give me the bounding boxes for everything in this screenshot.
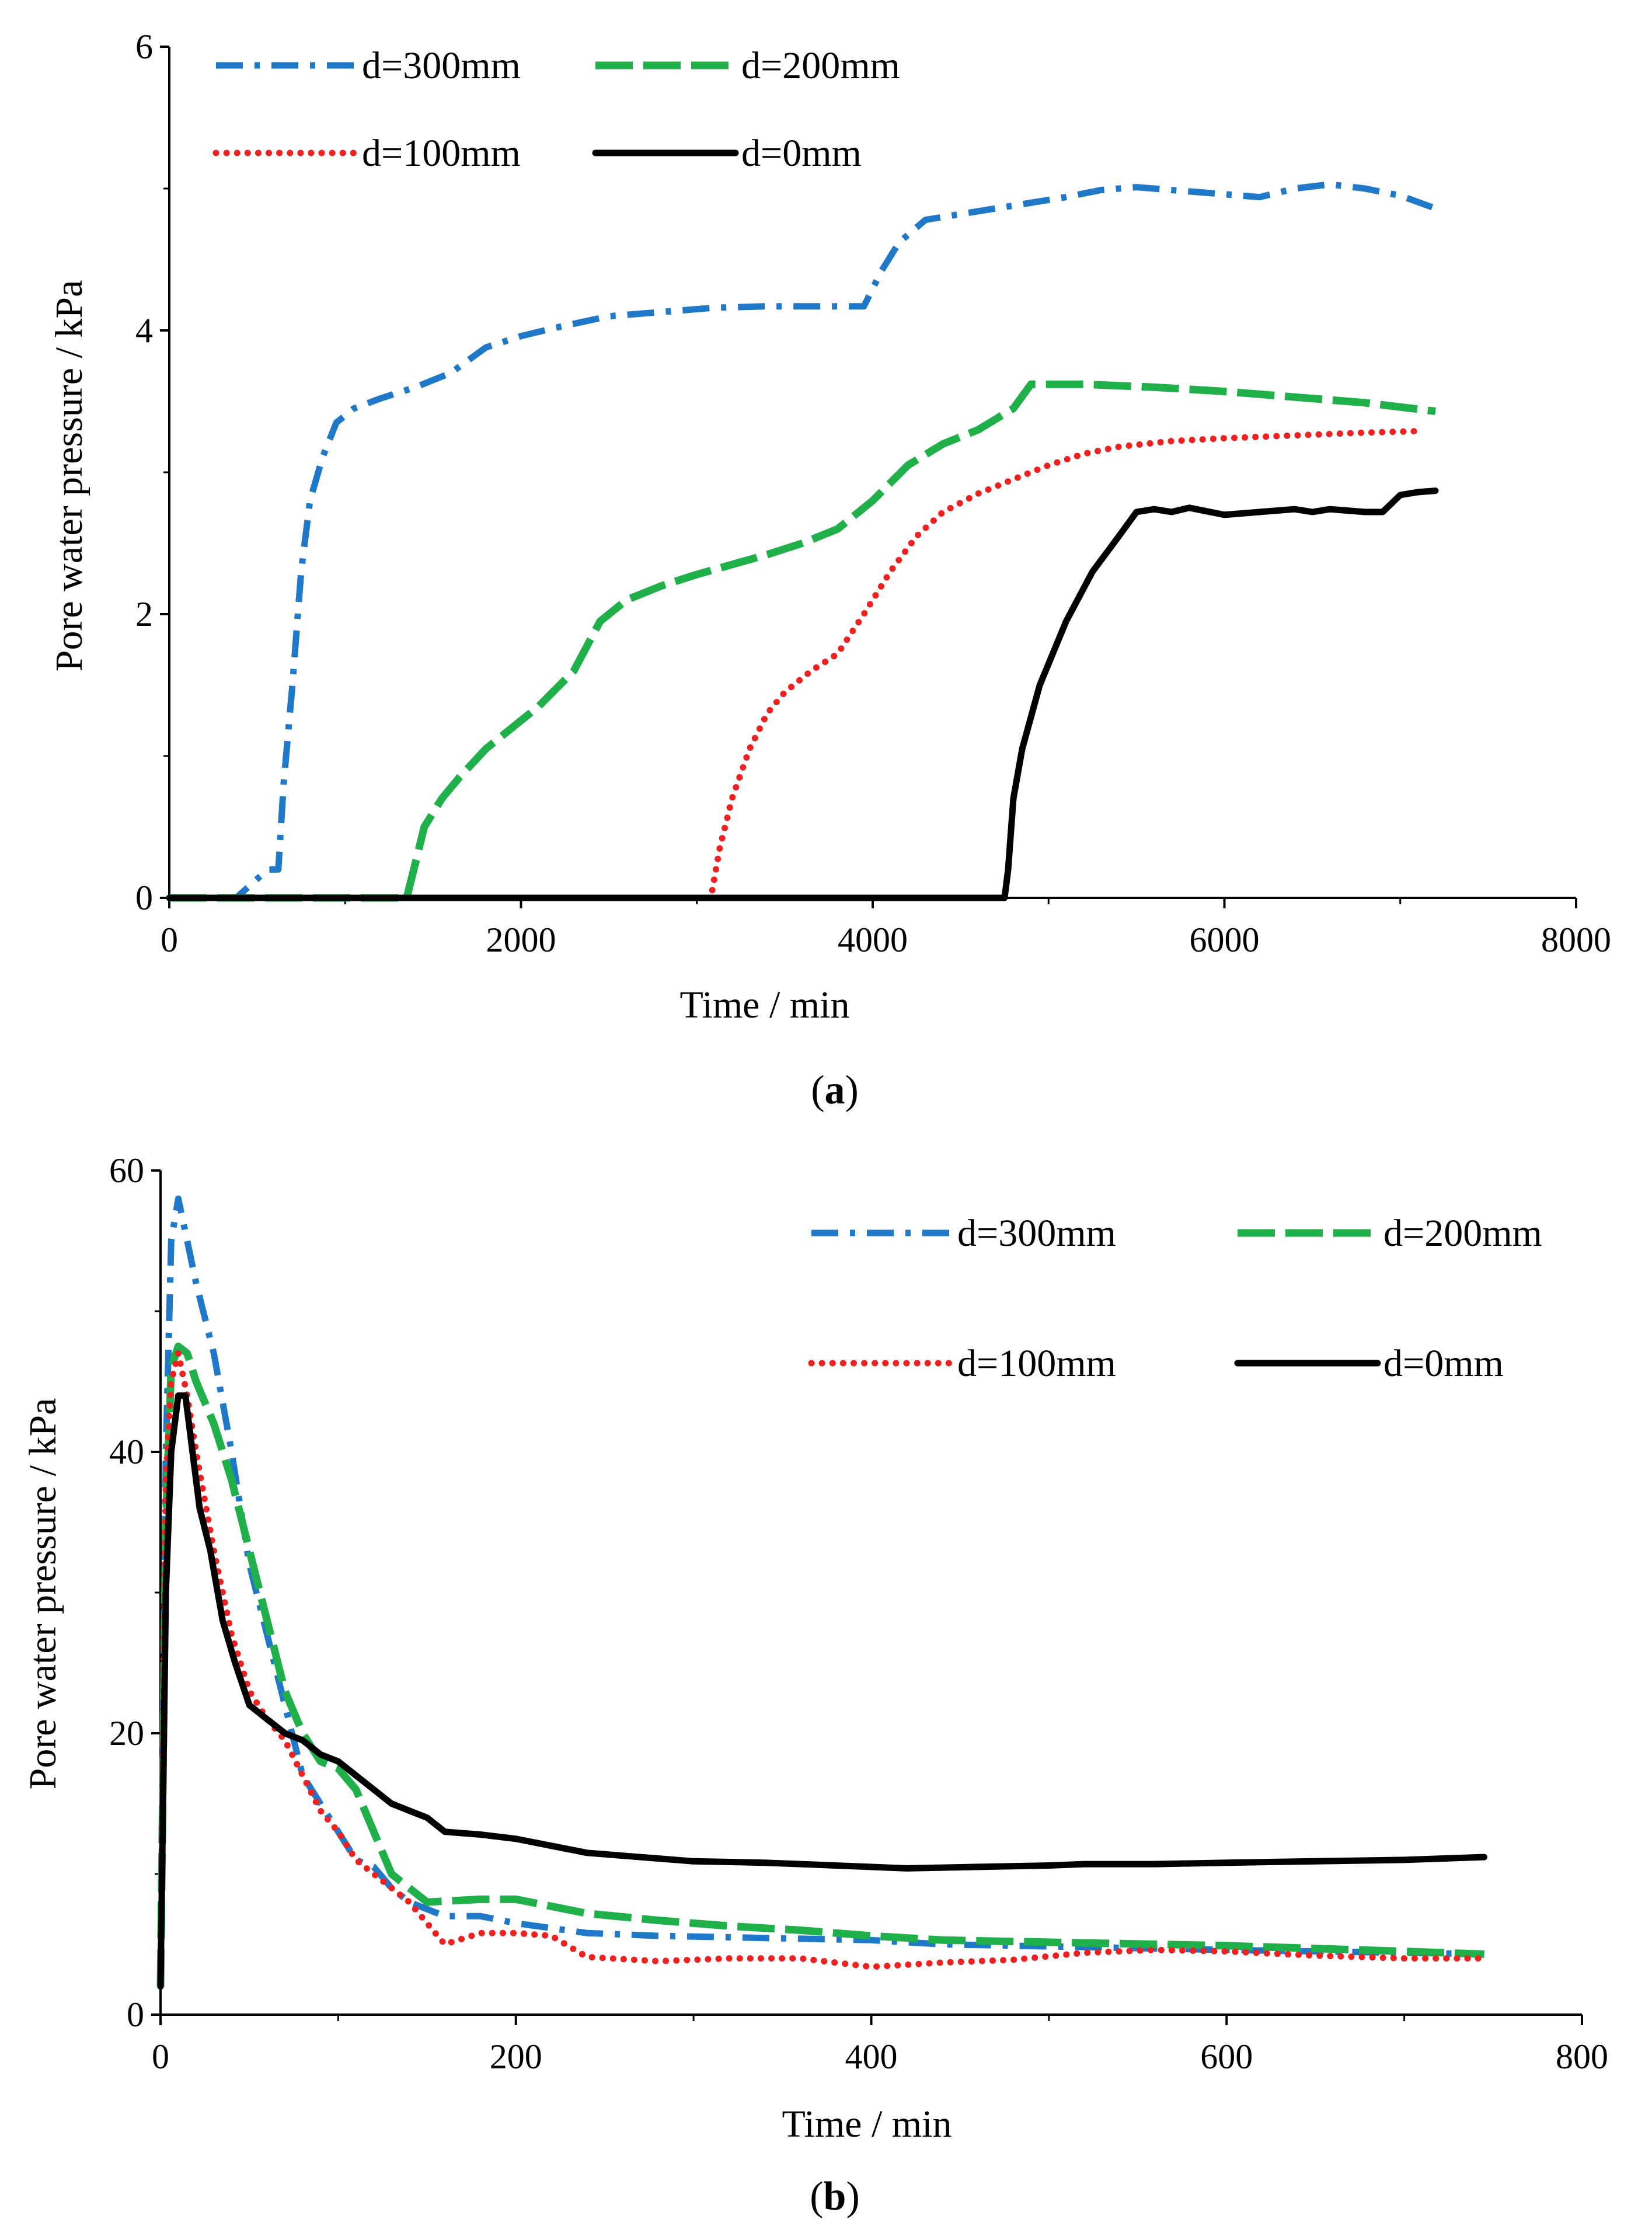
panel-b-legend: d=300mm d=200mm d=100mm d=0mm (808, 1212, 1542, 1385)
panel-b-legend-label: d=200mm (1383, 1212, 1542, 1255)
panel-a-x-tick-label: 2000 (486, 921, 556, 959)
panel-a-axes: 0 2 4 6 0 2000 4000 6000 8000 (135, 27, 1611, 959)
panel-a-y-tick-label: 6 (135, 27, 153, 66)
panel-b-y-tick-label: 40 (109, 1433, 144, 1471)
panel-a-legend-label: d=100mm (362, 132, 521, 175)
panel-b-x-tick-label: 400 (845, 2037, 898, 2076)
panel-a-series-d0mm (166, 487, 1439, 901)
panel-a-xlabel: Time / min (680, 984, 850, 1026)
panel-b-y-tick-label: 60 (109, 1151, 144, 1190)
panel-a-series-d200mm (169, 380, 1436, 902)
panel-b-xlabel: Time / min (782, 2103, 952, 2145)
panel-a-caption: (a) (811, 1068, 859, 1113)
panel-b-caption-letter: b (824, 2174, 846, 2219)
panel-a-legend: d=300mm d=200mm d=100mm d=0mm (212, 44, 900, 175)
panel-b-x-tick-label: 600 (1200, 2037, 1253, 2076)
panel-a-series-d100mm (166, 428, 1421, 901)
chart-panel-a: 0 2 4 6 0 2000 4000 6000 8000 d=300mm d=200mm d=10… (48, 27, 1611, 1113)
panel-a-series-d300mm (169, 181, 1437, 901)
panel-a-x-tick-label: 6000 (1190, 921, 1260, 959)
panel-b-series-d100mm (157, 1350, 1488, 1990)
panel-b-x-tick-label: 800 (1556, 2037, 1608, 2076)
panel-a-series (166, 181, 1439, 902)
panel-a-legend-label: d=0mm (741, 132, 862, 175)
panel-b-x-tick-label: 0 (152, 2037, 169, 2076)
panel-b-x-tick-label: 200 (490, 2037, 542, 2076)
panel-a-legend-label: d=200mm (741, 44, 900, 87)
panel-a-x-tick-label: 4000 (838, 921, 908, 959)
panel-b-legend-label: d=100mm (957, 1342, 1116, 1385)
panel-b-ylabel: Pore water pressure / kPa (22, 1398, 64, 1790)
panel-b-series-d300mm (157, 1195, 1484, 1987)
panel-b-caption: (b) (810, 2174, 860, 2219)
panel-b-series-d200mm (156, 1342, 1484, 1987)
panel-a-y-tick-label: 2 (135, 595, 153, 633)
panel-a-y-tick-label: 4 (135, 311, 153, 350)
panel-a-x-tick-label: 8000 (1541, 921, 1611, 959)
panel-a-y-tick-label: 0 (135, 879, 153, 917)
panel-b-y-tick-label: 20 (109, 1714, 144, 1753)
panel-b-legend-label: d=300mm (957, 1212, 1116, 1255)
panel-a-legend-label: d=300mm (362, 44, 521, 87)
panel-b-legend-label: d=0mm (1383, 1342, 1504, 1385)
panel-b-y-tick-label: 0 (127, 1995, 144, 2034)
panel-b-series (156, 1195, 1488, 1990)
panel-b-series-d0mm (157, 1392, 1488, 1990)
panel-a-ylabel: Pore water pressure / kPa (48, 280, 90, 672)
panel-a-x-tick-label: 0 (161, 921, 178, 959)
panel-a-caption-letter: a (825, 1068, 845, 1113)
